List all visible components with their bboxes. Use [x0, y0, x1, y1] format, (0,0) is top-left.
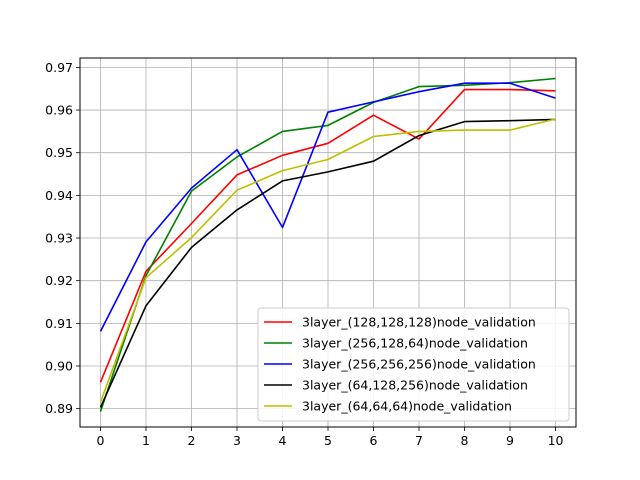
y-tick-label: 0.96 [45, 103, 73, 118]
x-tick-label: 2 [188, 433, 196, 448]
legend-label: 3layer_(64,128,256)node_validation [302, 378, 528, 393]
y-tick-label: 0.89 [45, 401, 73, 416]
x-tick-label: 3 [233, 433, 241, 448]
x-tick-label: 9 [506, 433, 514, 448]
x-tick-label: 5 [324, 433, 332, 448]
legend-label: 3layer_(256,128,64)node_validation [302, 336, 528, 351]
series-lines [99, 77, 556, 412]
y-tick-label: 0.94 [45, 188, 73, 203]
x-tick-label: 0 [97, 433, 105, 448]
x-axis: 0 1 2 3 4 5 6 7 8 9 10 [97, 427, 564, 448]
y-tick-label: 0.95 [45, 145, 73, 160]
x-tick-label: 4 [279, 433, 287, 448]
y-tick-label: 0.91 [45, 316, 73, 331]
y-tick-label: 0.90 [45, 358, 73, 373]
y-tick-label: 0.97 [45, 60, 73, 75]
y-axis: 0.89 0.90 0.91 0.92 0.93 0.94 0.95 0.96 0.97 [45, 60, 80, 416]
x-tick-label: 10 [548, 433, 564, 448]
series-line-0 [99, 88, 556, 383]
legend-label: 3layer_(256,256,256)node_validation [302, 357, 536, 372]
x-tick-label: 1 [142, 433, 150, 448]
x-tick-label: 7 [415, 433, 423, 448]
x-tick-label: 6 [370, 433, 378, 448]
legend-label: 3layer_(128,128,128)node_validation [302, 315, 536, 330]
series-line-3 [99, 118, 556, 408]
series-line-1 [99, 77, 556, 412]
y-tick-label: 0.93 [45, 231, 73, 246]
x-tick-label: 8 [461, 433, 469, 448]
legend: 3layer_(128,128,128)node_validation 3laye… [257, 307, 570, 422]
series-line-4 [99, 118, 556, 403]
legend-label: 3layer_(64,64,64)node_validation [302, 399, 512, 414]
series-line-2 [99, 82, 556, 332]
y-tick-label: 0.92 [45, 273, 73, 288]
legend-box [257, 307, 570, 422]
